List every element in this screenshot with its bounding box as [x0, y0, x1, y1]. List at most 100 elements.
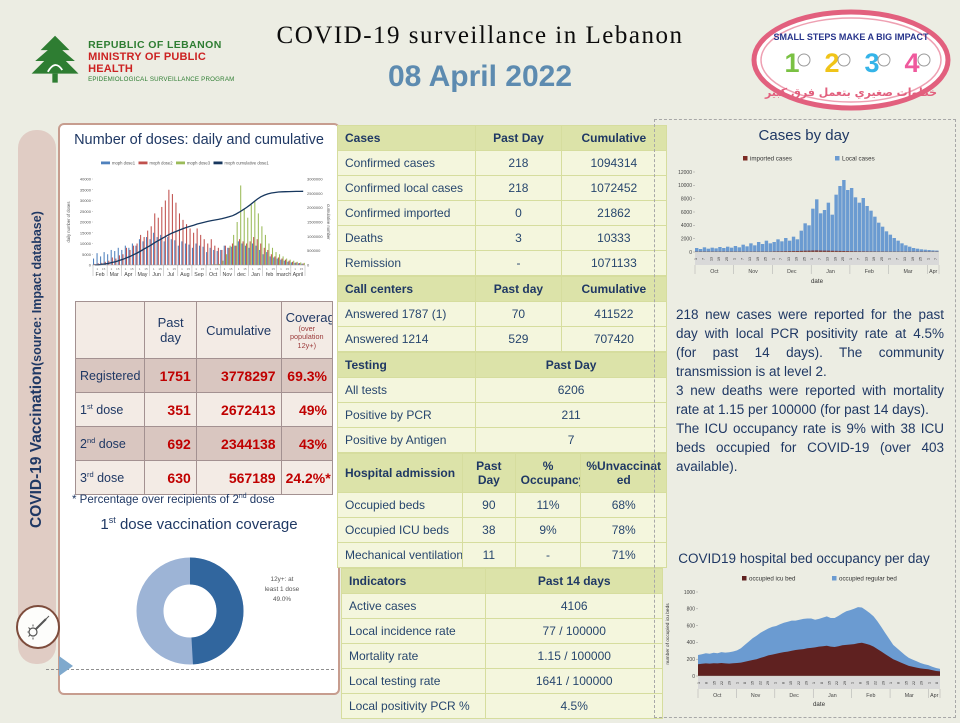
row-label: All tests [338, 378, 476, 403]
svg-text:1: 1 [294, 267, 296, 271]
svg-text:7: 7 [779, 258, 783, 260]
row-value: 90 [463, 493, 516, 518]
dose-value: 49% [281, 393, 332, 427]
svg-text:22: 22 [874, 681, 878, 685]
svg-text:1500000: 1500000 [307, 220, 323, 225]
column-header: Cumulative [561, 277, 666, 302]
svg-text:15: 15 [201, 267, 205, 271]
svg-text:5000: 5000 [82, 252, 92, 257]
svg-text:13: 13 [787, 257, 791, 261]
svg-text:Local cases: Local cases [842, 155, 875, 162]
svg-text:15: 15 [158, 267, 162, 271]
svg-text:22: 22 [835, 681, 839, 685]
svg-text:1: 1 [252, 267, 254, 271]
svg-text:1: 1 [209, 267, 211, 271]
svg-text:20000: 20000 [80, 220, 92, 225]
vaccination-sidebar-tab: COVID-19 Vaccination(source: Impact data… [18, 130, 56, 664]
svg-text:1: 1 [139, 267, 141, 271]
svg-text:25000: 25000 [80, 209, 92, 214]
dose-value: 3778297 [196, 359, 281, 393]
corner-cell [76, 302, 145, 359]
row-value: 11 [463, 543, 516, 568]
row-label: Active cases [342, 594, 486, 619]
svg-text:1: 1 [238, 267, 240, 271]
svg-text:15: 15 [102, 267, 106, 271]
svg-text:Sep: Sep [194, 272, 203, 278]
svg-text:1: 1 [181, 267, 183, 271]
svg-text:occupied regular bed: occupied regular bed [839, 575, 897, 582]
svg-text:15: 15 [789, 681, 793, 685]
column-header: Past Day [476, 126, 562, 151]
svg-text:Aug: Aug [180, 272, 189, 278]
column-header: Cumulative [561, 126, 666, 151]
svg-text:Mar: Mar [903, 269, 912, 275]
row-value: 411522 [561, 302, 666, 327]
svg-text:15: 15 [904, 681, 908, 685]
logo-line3: EPIDEMIOLOGICAL SURVEILLANCE PROGRAM [88, 76, 243, 83]
summary-paragraph: The ICU occupancy rate is 9% with 38 ICU… [676, 419, 944, 476]
svg-text:moph dose2: moph dose2 [150, 160, 174, 165]
svg-text:10000: 10000 [80, 241, 92, 246]
svg-text:2000000: 2000000 [307, 205, 323, 210]
row-value: 1071133 [561, 251, 666, 276]
svg-text:1: 1 [153, 267, 155, 271]
svg-text:1: 1 [125, 267, 127, 271]
svg-text:1: 1 [812, 682, 816, 684]
header-row: Past dayCumulativeCoverage(over populati… [76, 302, 333, 359]
svg-text:Jan: Jan [251, 272, 260, 278]
svg-text:13: 13 [748, 257, 752, 261]
svg-text:occupied icu bed: occupied icu bed [749, 575, 796, 582]
vaccine-syringe-icon [16, 605, 60, 649]
row-label: Confirmed local cases [338, 176, 476, 201]
svg-text:6000: 6000 [681, 210, 692, 216]
svg-text:1: 1 [889, 682, 893, 684]
svg-text:moph cumulative dose1: moph cumulative dose1 [225, 160, 270, 165]
svg-text:1: 1 [195, 267, 197, 271]
svg-text:29: 29 [804, 681, 808, 685]
table-row: Local positivity PCR %4.5% [342, 694, 663, 719]
row-label: Occupied ICU beds [338, 518, 463, 543]
svg-text:15: 15 [187, 267, 191, 271]
svg-text:29: 29 [920, 681, 924, 685]
row-label: Confirmed cases [338, 151, 476, 176]
summary-paragraph: 3 new deaths were reported with mortalit… [676, 381, 944, 419]
svg-text:25: 25 [725, 257, 729, 261]
row-value: - [476, 251, 562, 276]
svg-text:Jan: Jan [828, 693, 837, 699]
report-date: 08 April 2022 [260, 60, 700, 94]
svg-text:25: 25 [919, 257, 923, 261]
svg-text:Nov: Nov [223, 272, 233, 278]
svg-text:13: 13 [709, 257, 713, 261]
svg-text:25: 25 [841, 257, 845, 261]
svg-text:15: 15 [286, 267, 290, 271]
svg-text:7: 7 [857, 258, 861, 260]
svg-text:25: 25 [880, 257, 884, 261]
vaccination-panel: Number of doses: daily and cumulative mo… [58, 123, 340, 695]
dose-value: 567189 [196, 461, 281, 495]
cedar-tree-icon [28, 30, 82, 92]
svg-text:19: 19 [756, 257, 760, 261]
row-value: - [515, 543, 581, 568]
svg-text:22: 22 [720, 681, 724, 685]
dose-label: 2nd dose [76, 427, 145, 461]
svg-text:15000: 15000 [80, 230, 92, 235]
sidebar-vertical-label: COVID-19 Vaccination(source: Impact data… [22, 142, 52, 597]
dose-label: Registered [76, 359, 145, 393]
row-value: 529 [476, 327, 562, 352]
svg-text:April: April [293, 272, 304, 278]
svg-text:Oct: Oct [713, 693, 722, 699]
row-value: 4106 [486, 594, 663, 619]
svg-text:19: 19 [717, 257, 721, 261]
svg-text:8: 8 [781, 682, 785, 684]
svg-text:1: 1 [810, 258, 814, 260]
